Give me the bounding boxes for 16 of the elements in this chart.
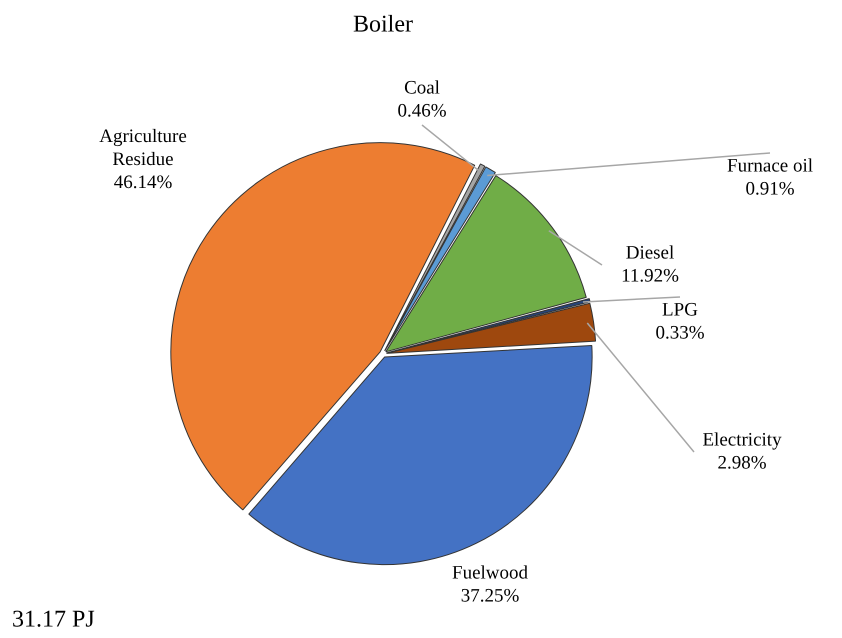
data-label: 0.91% bbox=[745, 178, 795, 200]
chart-title: Boiler bbox=[353, 12, 413, 38]
data-label: 46.14% bbox=[114, 172, 172, 193]
data-label: 0.46% bbox=[397, 100, 447, 122]
data-label: 0.33% bbox=[655, 322, 705, 344]
slice-label: Agriculture Residue bbox=[99, 126, 187, 170]
slice-label: Coal bbox=[404, 77, 440, 98]
text: 31.17 PJ bbox=[12, 606, 95, 632]
slice-label: Furnace oil bbox=[726, 155, 814, 176]
slice-label: Electricity bbox=[702, 429, 782, 450]
data-label: 2.98% bbox=[717, 452, 767, 474]
data-label: 11.92% bbox=[621, 265, 680, 286]
data-label: 37.25% bbox=[460, 585, 520, 606]
slice-label: LPG bbox=[662, 299, 698, 320]
slice-label: Fuelwood bbox=[452, 562, 528, 584]
slice-label: Diesel bbox=[626, 242, 674, 264]
